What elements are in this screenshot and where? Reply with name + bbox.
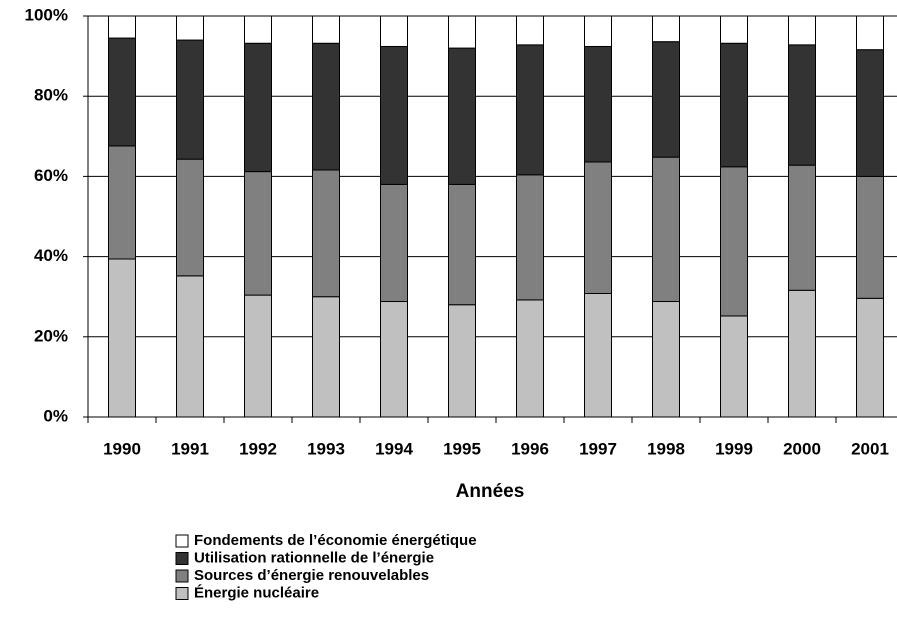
y-tick-label: 100% (25, 5, 68, 24)
bar-segment (312, 42, 340, 171)
bar-segment (244, 42, 272, 173)
legend-label: Fondements de l’économie énergétique (194, 532, 477, 549)
bar-segment (380, 15, 408, 47)
bar-segment (720, 166, 748, 317)
x-tick-label: 1992 (239, 439, 277, 458)
bar-segment (244, 15, 272, 44)
x-tick-label: 1995 (443, 439, 481, 458)
legend-label: Sources d’énergie renouvelables (194, 567, 429, 584)
y-tick-label: 20% (34, 326, 68, 345)
bar-segment (380, 183, 408, 303)
bar-segment (516, 44, 544, 176)
bar-segment (516, 15, 544, 46)
x-tick-label: 1993 (307, 439, 345, 458)
bar-segment (244, 294, 272, 418)
x-axis-label: Années (456, 481, 525, 502)
bar-segment (176, 275, 204, 418)
bar-segment (380, 45, 408, 185)
bar-segment (788, 44, 816, 166)
bar-segment (108, 145, 136, 260)
x-tick-label: 2000 (783, 439, 821, 458)
bar-segment (584, 161, 612, 294)
bar-segment (652, 301, 680, 418)
legend-label: Utilisation rationnelle de l’énergie (194, 549, 434, 566)
bar-segment (856, 297, 884, 418)
bar-segment (108, 15, 136, 39)
bar-segment (720, 315, 748, 418)
bar-segment (652, 15, 680, 43)
bar-segment (516, 299, 544, 418)
bar-segment (312, 169, 340, 298)
bar-segment (856, 175, 884, 299)
legend-swatch (175, 534, 189, 548)
x-tick-label: 2001 (851, 439, 889, 458)
bar-segment (652, 156, 680, 303)
bar-segment (176, 158, 204, 277)
bar-segment (176, 39, 204, 160)
x-tick-label: 1997 (579, 439, 617, 458)
bar-segment (788, 164, 816, 291)
bar-segment (584, 15, 612, 47)
bar-segment (584, 292, 612, 418)
legend-swatch (175, 587, 189, 600)
bar-segment (584, 45, 612, 163)
x-tick-label: 1994 (375, 439, 413, 458)
bar-segment (652, 41, 680, 158)
x-tick-label: 1990 (103, 439, 141, 458)
bar-segment (856, 15, 884, 51)
bar-segment (720, 42, 748, 168)
y-tick-label: 80% (34, 86, 68, 105)
x-tick-label: 1998 (647, 439, 685, 458)
legend-label: Énergie nucléaire (194, 584, 319, 601)
bar-segment (244, 171, 272, 296)
bar-segment (108, 37, 136, 147)
bar-segment (380, 301, 408, 418)
bar-segment (312, 15, 340, 44)
y-tick-label: 0% (43, 406, 68, 425)
bar-segment (108, 258, 136, 418)
x-tick-label: 1999 (715, 439, 753, 458)
legend-swatch (175, 569, 189, 583)
x-tick-label: 1991 (171, 439, 209, 458)
y-tick-label: 60% (34, 166, 68, 185)
bar-segment (312, 296, 340, 418)
bar-segment (448, 304, 476, 418)
bar-segment (856, 49, 884, 177)
legend-swatch (175, 552, 189, 565)
bar-segment (720, 15, 748, 44)
bar-segment (516, 174, 544, 301)
bar-segment (448, 47, 476, 185)
x-tick-label: 1996 (511, 439, 549, 458)
bar-segment (788, 15, 816, 46)
y-tick-label: 40% (34, 246, 68, 265)
bar-segment (788, 289, 816, 418)
bar-segment (448, 15, 476, 49)
bar-segment (176, 15, 204, 41)
bar-segment (448, 183, 476, 306)
